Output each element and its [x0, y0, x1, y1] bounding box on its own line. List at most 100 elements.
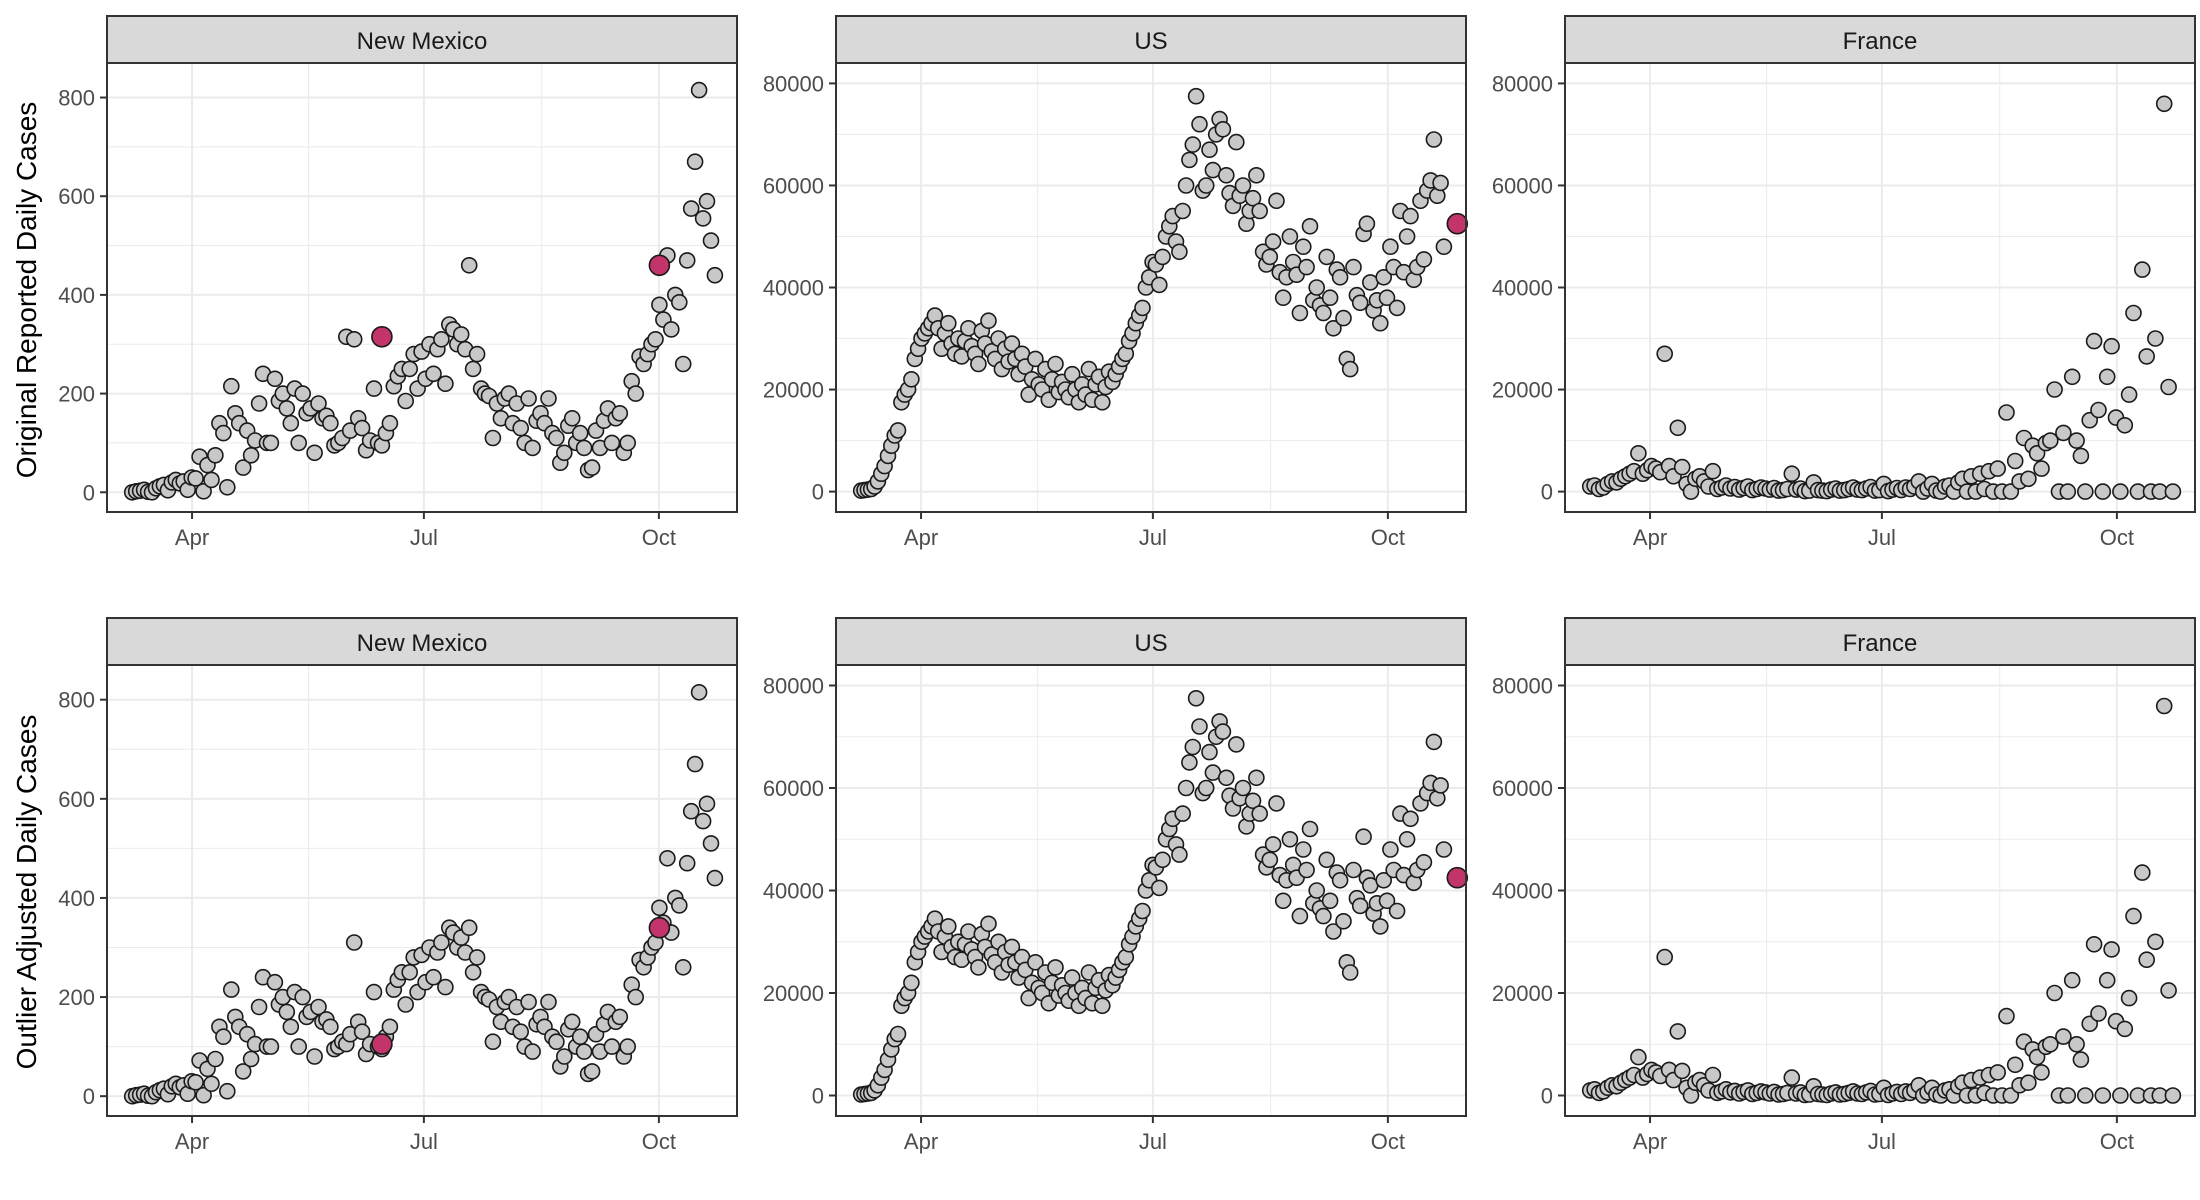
data-point — [1308, 882, 1325, 899]
data-point — [1673, 458, 1691, 476]
data-point — [1154, 851, 1171, 869]
data-point — [2164, 483, 2182, 500]
data-point — [1358, 215, 1376, 232]
data-point — [1244, 189, 1262, 207]
data-point — [2042, 432, 2059, 449]
y-tick-label: 800 — [58, 688, 95, 713]
data-point — [1248, 769, 1265, 787]
data-point — [2160, 378, 2177, 396]
data-point — [1268, 192, 1285, 210]
data-point — [437, 375, 454, 393]
data-point — [1378, 289, 1396, 307]
data-point — [698, 795, 716, 813]
data-point — [611, 404, 629, 422]
data-point — [1234, 779, 1252, 797]
data-point — [1315, 304, 1332, 322]
x-tick-label: Apr — [1633, 525, 1667, 550]
y-tick-label: 0 — [812, 1084, 824, 1109]
y-tick-label: 60000 — [763, 776, 824, 801]
data-point — [1382, 238, 1399, 255]
x-tick-label: Oct — [2100, 525, 2134, 550]
data-point — [2090, 1005, 2107, 1022]
data-point — [980, 915, 997, 933]
data-point — [306, 444, 323, 462]
data-point — [401, 360, 419, 378]
data-point — [215, 1028, 232, 1045]
y-tick-label: 80000 — [1492, 674, 1553, 699]
x-tick-label: Oct — [1371, 1129, 1405, 1154]
data-point — [1989, 460, 2006, 477]
data-point — [627, 385, 645, 402]
row-label-adjusted: Outlier Adjusted Daily Cases — [11, 715, 42, 1070]
y-tick-label: 20000 — [1492, 378, 1553, 403]
data-point — [662, 321, 680, 338]
data-point — [290, 434, 308, 452]
y-tick-label: 80000 — [1492, 71, 1553, 96]
data-point — [939, 314, 957, 332]
y-tick-label: 80000 — [763, 71, 824, 96]
x-tick-label: Apr — [175, 525, 209, 550]
data-point — [1291, 907, 1309, 925]
y-tick-label: 600 — [58, 787, 95, 812]
data-point — [262, 434, 280, 452]
data-point — [903, 370, 920, 388]
data-point — [702, 835, 720, 852]
data-point — [1301, 820, 1319, 838]
data-point — [555, 1048, 573, 1065]
data-point — [1187, 689, 1205, 707]
data-point — [520, 390, 537, 407]
data-point — [187, 470, 204, 487]
data-point — [575, 1043, 593, 1060]
data-point — [2120, 386, 2138, 403]
data-point — [686, 755, 704, 773]
data-point — [1351, 897, 1369, 915]
data-point — [575, 439, 593, 457]
data-point — [1989, 1064, 2006, 1081]
row-label-original: Original Reported Daily Cases — [11, 102, 42, 479]
x-tick-label: Oct — [642, 1129, 676, 1154]
data-point — [1345, 861, 1362, 879]
data-point — [1341, 964, 1359, 981]
data-point — [1274, 892, 1292, 910]
data-point — [960, 923, 977, 940]
data-point — [294, 385, 312, 402]
data-point — [2147, 330, 2164, 347]
data-point — [1630, 1048, 1647, 1066]
facet-strip — [1564, 617, 2196, 666]
data-point — [1197, 779, 1215, 797]
y-tick-label: 40000 — [763, 276, 824, 301]
data-point — [2077, 483, 2094, 500]
data-point — [563, 409, 581, 427]
data-point — [1261, 851, 1279, 869]
data-point — [223, 981, 240, 998]
data-point — [1218, 769, 1235, 787]
data-point — [1321, 289, 1339, 307]
data-point — [1027, 953, 1044, 971]
x-tick-label: Jul — [410, 525, 438, 550]
data-point — [1181, 754, 1198, 771]
highlight-point — [371, 325, 393, 348]
data-point — [250, 395, 268, 412]
data-point — [2125, 304, 2142, 322]
data-point — [234, 1063, 252, 1080]
data-point — [2085, 935, 2103, 953]
data-point — [322, 414, 339, 432]
data-point — [970, 959, 987, 976]
data-point — [583, 1063, 601, 1080]
data-point — [322, 1018, 339, 1036]
data-point — [1027, 350, 1044, 368]
data-point — [694, 210, 712, 227]
x-tick-label: Jul — [410, 1129, 438, 1154]
y-tick-label: 0 — [1541, 1084, 1553, 1109]
data-point — [1351, 294, 1369, 312]
data-point — [2125, 907, 2142, 925]
data-point — [278, 1003, 296, 1021]
highlight-point — [648, 916, 671, 939]
data-point — [1783, 1069, 1801, 1086]
data-point — [2033, 1064, 2050, 1081]
data-point — [682, 200, 700, 217]
data-point — [980, 312, 997, 330]
data-point — [468, 345, 486, 363]
data-point — [2068, 432, 2085, 449]
